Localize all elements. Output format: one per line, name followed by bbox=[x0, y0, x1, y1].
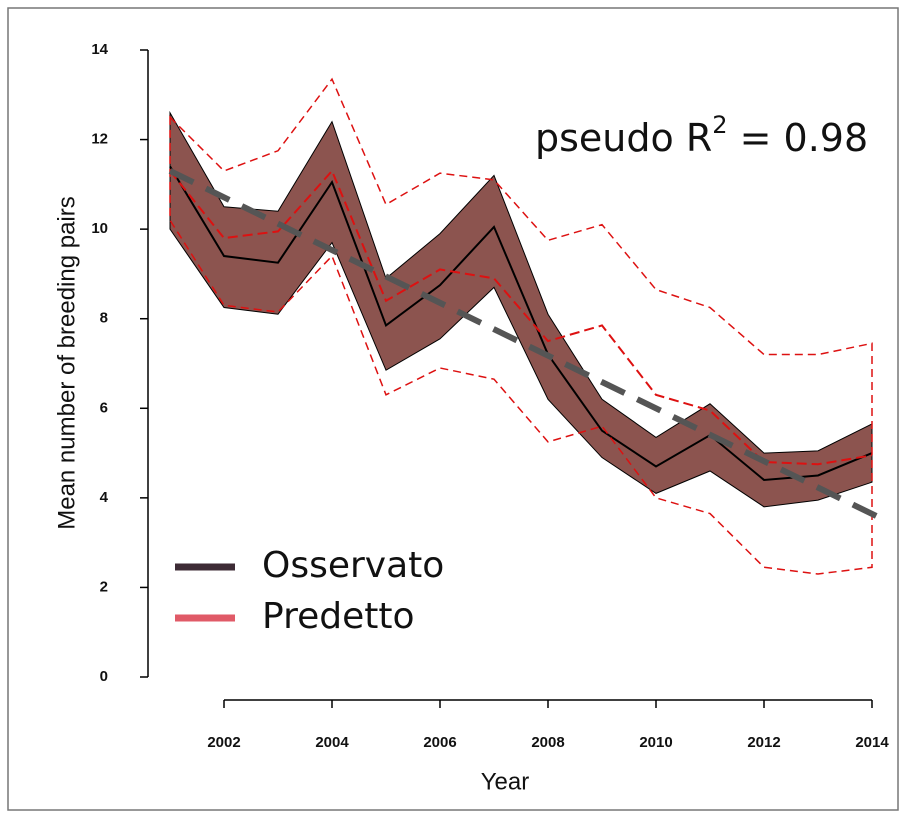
x-tick-label: 2014 bbox=[855, 734, 889, 751]
x-tick-label: 2008 bbox=[531, 734, 564, 751]
annotation-superscript: 2 bbox=[712, 111, 727, 139]
band bbox=[169, 110, 873, 508]
x-tick-label: 2010 bbox=[639, 734, 672, 751]
band bbox=[169, 77, 873, 575]
trend-line bbox=[168, 168, 887, 523]
y-tick-label: 4 bbox=[100, 489, 109, 506]
y-tick-label: 8 bbox=[100, 310, 108, 327]
annotation-text: pseudo R bbox=[535, 116, 712, 160]
legend-label: Predetto bbox=[262, 596, 415, 637]
legend-label: Osservato bbox=[262, 545, 444, 586]
y-tick-label: 6 bbox=[100, 399, 108, 416]
frame bbox=[7, 7, 899, 811]
y-tick-label: 14 bbox=[91, 41, 108, 58]
annotation-text: = 0.98 bbox=[728, 116, 869, 160]
x-tick-label: 2012 bbox=[747, 734, 780, 751]
observed-line bbox=[169, 165, 873, 481]
x-axis-label: Year bbox=[481, 768, 530, 795]
x-tick-label: 2006 bbox=[423, 734, 456, 751]
x-tick-label: 2004 bbox=[315, 734, 349, 751]
x-tick-label: 2002 bbox=[207, 734, 240, 751]
y-tick-label: 0 bbox=[100, 668, 108, 685]
y-tick-label: 12 bbox=[91, 131, 108, 148]
predicted-line bbox=[169, 169, 873, 466]
y-axis-label: Mean number of breeding pairs bbox=[53, 196, 80, 530]
y-tick-label: 10 bbox=[91, 220, 108, 237]
y-tick-label: 2 bbox=[100, 578, 108, 595]
annotation: pseudo R2 = 0.98 bbox=[535, 111, 868, 160]
